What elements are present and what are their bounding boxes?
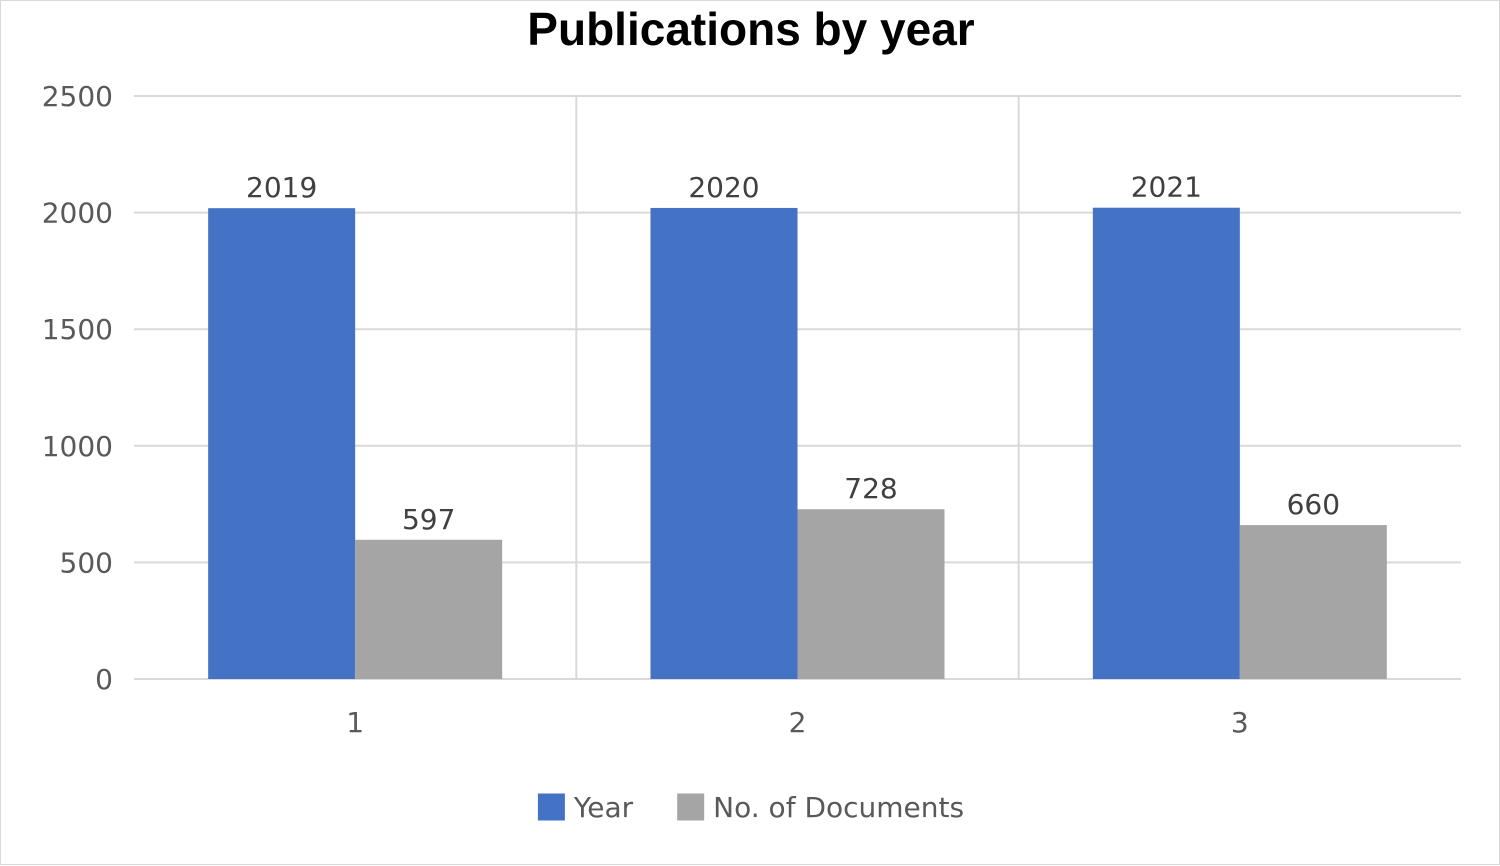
y-tick-label: 500 bbox=[60, 546, 113, 579]
x-axis-ticks: 1 2 3 bbox=[346, 706, 1248, 739]
bar-year-3 bbox=[1092, 207, 1240, 679]
data-label: 2021 bbox=[1131, 171, 1202, 204]
data-label: 597 bbox=[402, 503, 455, 536]
data-label: 660 bbox=[1287, 488, 1340, 521]
y-tick-label: 1000 bbox=[42, 430, 113, 463]
data-label: 2020 bbox=[688, 171, 759, 204]
legend: Year No. of Documents bbox=[537, 791, 964, 824]
y-tick-label: 0 bbox=[95, 663, 113, 696]
bar-no-of-documents-2 bbox=[797, 509, 945, 679]
bar-year-2 bbox=[650, 207, 798, 679]
data-label: 728 bbox=[844, 472, 897, 505]
legend-label: Year bbox=[573, 791, 634, 824]
x-tick-label: 1 bbox=[346, 706, 364, 739]
y-tick-label: 2500 bbox=[42, 80, 113, 113]
legend-label: No. of Documents bbox=[713, 791, 964, 824]
data-label: 2019 bbox=[246, 171, 317, 204]
x-tick-label: 2 bbox=[789, 706, 807, 739]
legend-swatch bbox=[677, 793, 705, 821]
y-tick-label: 2000 bbox=[42, 197, 113, 230]
bars bbox=[208, 207, 1387, 680]
bar-no-of-documents-3 bbox=[1239, 525, 1387, 679]
y-tick-label: 1500 bbox=[42, 313, 113, 346]
bar-year-1 bbox=[208, 208, 356, 680]
bar-no-of-documents-1 bbox=[355, 539, 503, 679]
legend-swatch bbox=[537, 793, 565, 821]
y-axis-ticks: 0 500 1000 1500 2000 2500 bbox=[42, 80, 113, 696]
chart-title: Publications by year bbox=[527, 3, 974, 55]
x-tick-label: 3 bbox=[1231, 706, 1249, 739]
data-labels: 2019 597 2020 728 2021 660 bbox=[246, 171, 1340, 536]
